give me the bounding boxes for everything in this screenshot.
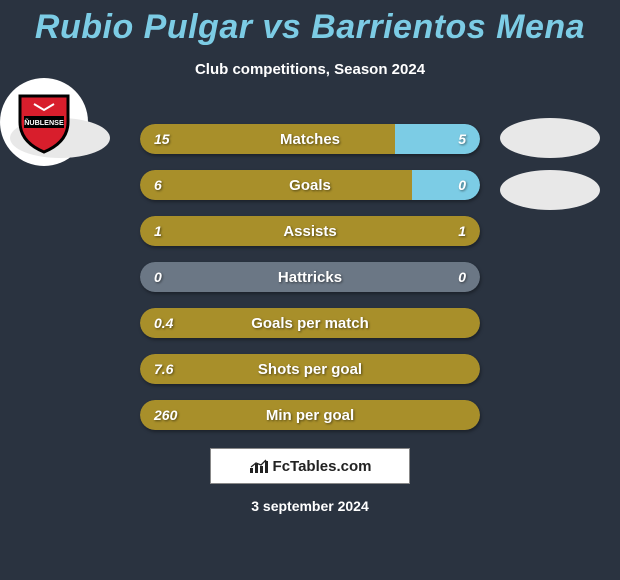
stat-row: 0.4Goals per match [140, 308, 480, 338]
stat-label: Shots per goal [140, 354, 480, 384]
stat-row: 260Min per goal [140, 400, 480, 430]
page-title: Rubio Pulgar vs Barrientos Mena [0, 0, 620, 47]
stat-row: 155Matches [140, 124, 480, 154]
stat-row: 7.6Shots per goal [140, 354, 480, 384]
svg-text:ÑUBLENSE: ÑUBLENSE [24, 118, 64, 127]
stat-label: Assists [140, 216, 480, 246]
player2-badge-placeholder-1 [500, 118, 600, 158]
stat-row: 00Hattricks [140, 262, 480, 292]
stat-label: Goals [140, 170, 480, 200]
stat-label: Hattricks [140, 262, 480, 292]
subtitle: Club competitions, Season 2024 [0, 61, 620, 78]
footer-date: 3 september 2024 [0, 498, 620, 514]
brand-text: FcTables.com [273, 458, 372, 475]
stat-row: 60Goals [140, 170, 480, 200]
stat-row: 11Assists [140, 216, 480, 246]
stat-label: Goals per match [140, 308, 480, 338]
stat-label: Min per goal [140, 400, 480, 430]
stats-bars-container: 155Matches 60Goals 11Assists 00Hattricks 0.4… [140, 124, 480, 446]
chart-icon [249, 458, 269, 474]
brand-box[interactable]: FcTables.com [210, 448, 410, 484]
player2-badge-placeholder-2 [500, 170, 600, 210]
shield-icon: ÑUBLENSE [16, 90, 72, 154]
stat-label: Matches [140, 124, 480, 154]
